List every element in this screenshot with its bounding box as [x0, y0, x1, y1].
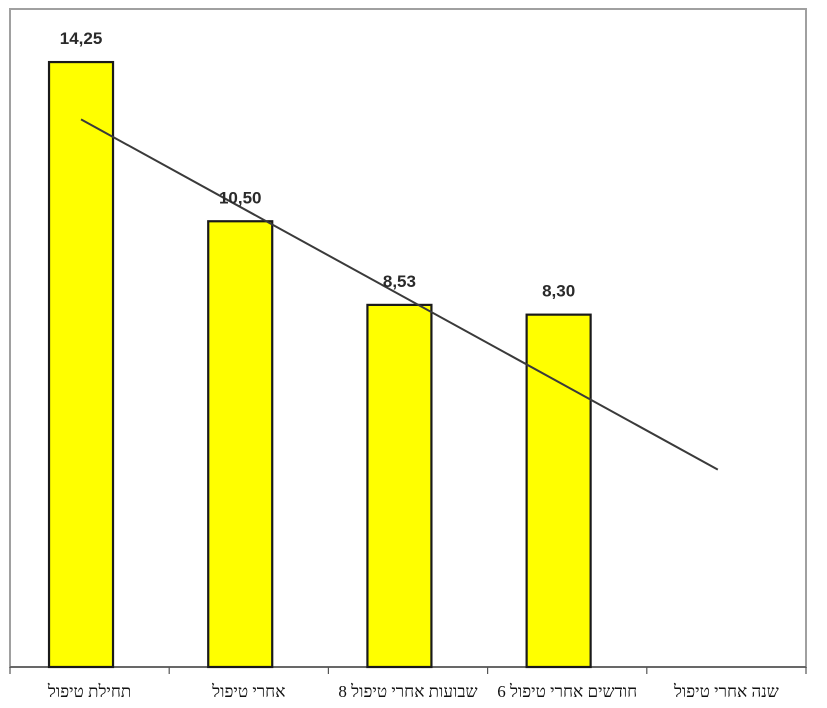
value-labels-group: 14,25 10,50 8,53 8,30	[60, 29, 575, 301]
bar	[366, 303, 433, 669]
category-label: תחילת טיפול	[47, 682, 131, 701]
bar	[525, 313, 592, 669]
bar	[207, 220, 274, 669]
x-axis-ticks	[9, 667, 807, 674]
trendline	[80, 118, 719, 471]
bars-group	[47, 60, 592, 669]
bar-value-label: 8,53	[383, 272, 416, 291]
category-label: 8 שבועות אחרי טיפול	[338, 682, 477, 701]
bar-value-label: 8,30	[542, 282, 575, 301]
bar-value-label: 10,50	[219, 188, 262, 207]
category-label: שנה אחרי טיפול	[673, 682, 779, 701]
trendline-group	[80, 118, 719, 471]
category-labels-group: תחילת טיפול אחרי טיפול 8 שבועות אחרי טיפול…	[47, 682, 779, 701]
category-label: 6 חודשים אחרי טיפול	[497, 682, 637, 701]
bar	[47, 60, 115, 669]
category-label: אחרי טיפול	[211, 682, 285, 701]
bar-value-label: 14,25	[60, 29, 103, 48]
